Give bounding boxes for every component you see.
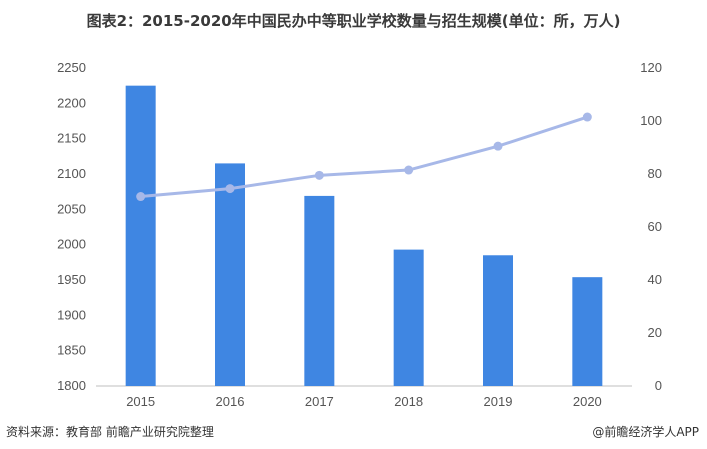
left-tick-label: 2250 [57,60,86,75]
x-tick-label: 2018 [394,394,423,409]
line-point [314,170,324,180]
bar [125,85,156,387]
right-tick-label: 80 [648,166,662,181]
x-tick-label: 2019 [484,394,513,409]
left-tick-label: 2000 [57,237,86,252]
left-tick-label: 2150 [57,131,86,146]
brand-label: @前瞻经济学人APP [592,425,699,439]
line-point [582,112,592,122]
line-point [404,165,414,175]
x-tick-label: 2020 [573,394,602,409]
source-note: 资料来源：教育部 前瞻产业研究院整理 [6,425,214,439]
bar [304,195,335,386]
line-point [136,192,146,202]
right-tick-label: 0 [655,378,662,393]
line-point [493,141,503,151]
left-y-axis: 1800 1850 1900 1950 2000 2050 2100 2150 2200 2250 [57,60,86,393]
line-path [140,115,588,199]
x-tick-label: 2017 [305,394,334,409]
right-tick-label: 40 [648,272,662,287]
line-point [225,184,235,194]
right-y-axis: 0 20 40 60 80 100 120 [640,60,662,393]
right-tick-label: 20 [648,325,662,340]
bar [393,249,424,386]
right-tick-label: 100 [640,113,662,128]
x-tick-label: 2015 [126,394,155,409]
left-tick-label: 2200 [57,95,86,110]
left-tick-label: 1850 [57,343,86,358]
left-tick-label: 2050 [57,201,86,216]
right-tick-label: 60 [648,219,662,234]
bar [215,163,245,386]
bar-series [125,85,603,387]
left-tick-label: 1800 [57,378,86,393]
right-tick-label: 120 [640,60,662,75]
left-tick-label: 2100 [57,166,86,181]
chart-title: 图表2：2015-2020年中国民办中等职业学校数量与招生规模(单位：所，万人) [86,12,621,30]
left-tick-label: 1900 [57,307,86,322]
x-tick-label: 2016 [216,394,245,409]
left-tick-label: 1950 [57,272,86,287]
x-axis: 2015 2016 2017 2018 2019 2020 [126,394,602,409]
bar [483,255,513,386]
line-series [136,112,592,202]
bar [572,277,603,386]
